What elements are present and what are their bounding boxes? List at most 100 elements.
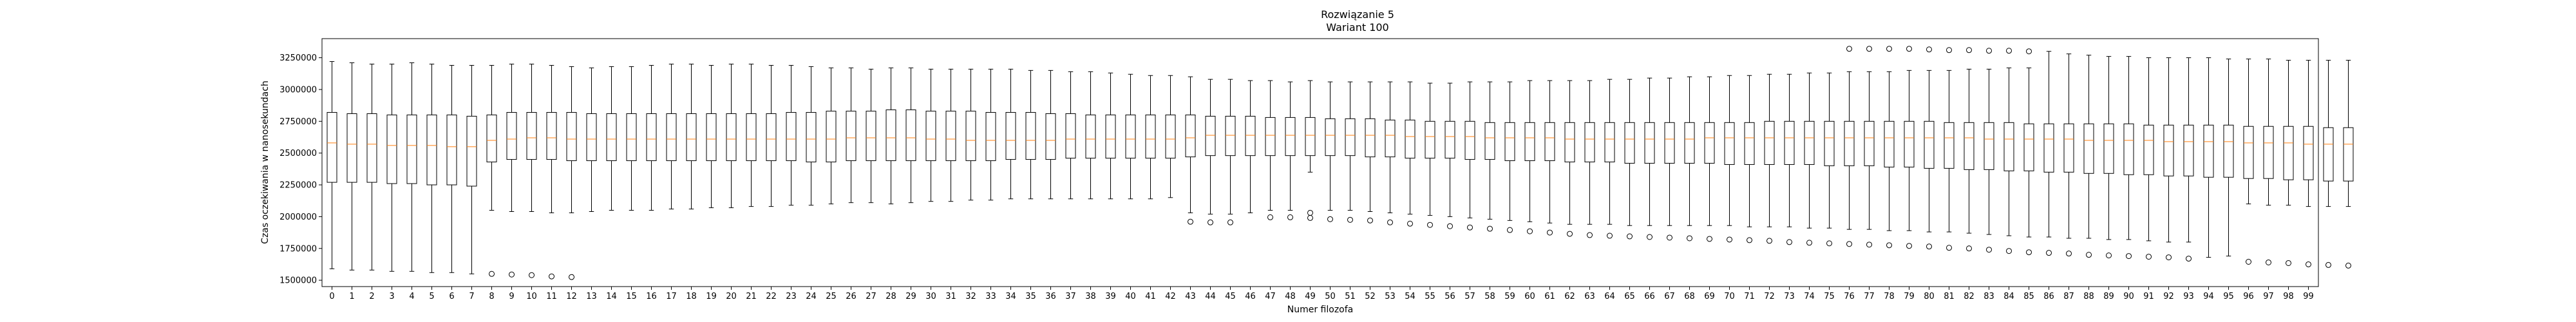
chart-subtitle: Wariant 100 <box>1326 21 1388 33</box>
box-90 <box>2123 56 2134 260</box>
box-iqr <box>965 111 976 162</box>
x-tick-label: 73 <box>1784 292 1795 301</box>
box-iqr <box>1045 113 1056 160</box>
x-tick-label: 0 <box>329 292 334 301</box>
box-62 <box>1564 80 1575 237</box>
box-iqr <box>2003 122 2014 171</box>
x-tick-label: 96 <box>2243 292 2254 301</box>
x-tick-label: 48 <box>1285 292 1296 301</box>
x-tick-label: 32 <box>965 292 976 301</box>
outlier-point <box>1387 219 1393 225</box>
x-tick-label: 76 <box>1844 292 1855 301</box>
box-52 <box>1365 81 1376 223</box>
box-92 <box>2163 57 2174 261</box>
box-47 <box>1265 80 1276 220</box>
box-80 <box>1924 46 1935 250</box>
x-tick-label: 16 <box>646 292 657 301</box>
boxes-group <box>327 46 2354 280</box>
outlier-point <box>1986 247 1992 253</box>
box-96 <box>2243 59 2254 265</box>
x-tick-label: 57 <box>1464 292 1475 301</box>
x-tick-label: 86 <box>2043 292 2054 301</box>
box-iqr <box>985 112 996 162</box>
outlier-point <box>1627 233 1633 240</box>
box-1 <box>346 62 357 270</box>
box-2 <box>366 63 377 270</box>
x-tick-label: 82 <box>1964 292 1975 301</box>
box-68 <box>1684 76 1695 242</box>
box-iqr <box>2163 124 2174 176</box>
x-tick-label: 39 <box>1105 292 1116 301</box>
outlier-point <box>1946 245 1952 251</box>
box-iqr <box>2143 124 2154 175</box>
box-iqr <box>2283 126 2294 180</box>
box-iqr <box>1165 114 1176 159</box>
box-7 <box>466 64 477 274</box>
y-tick-label: 3000000 <box>279 85 317 95</box>
box-57 <box>1464 81 1475 231</box>
outlier-point <box>1786 239 1792 245</box>
outlier-point <box>1747 237 1752 243</box>
box-iqr <box>1964 122 1975 170</box>
outlier-point <box>2325 261 2331 268</box>
x-tick-label: 36 <box>1045 292 1056 301</box>
x-tick-label: 42 <box>1165 292 1176 301</box>
box-69 <box>1704 76 1715 242</box>
x-tick-label: 22 <box>766 292 777 301</box>
y-tick-label: 2500000 <box>279 149 317 158</box>
x-tick-label: 87 <box>2063 292 2074 301</box>
box-iqr <box>1405 119 1416 159</box>
box-21 <box>746 63 757 207</box>
box-iqr <box>2183 124 2194 176</box>
box-97 <box>2263 59 2274 265</box>
box-iqr <box>426 114 437 185</box>
outlier-point <box>1707 236 1712 242</box>
box-iqr <box>346 113 357 183</box>
box-iqr <box>327 112 337 183</box>
x-tick-label: 26 <box>846 292 857 301</box>
box-44 <box>1205 79 1216 225</box>
box-undefined <box>2323 60 2334 268</box>
outlier-point <box>1866 46 1872 52</box>
y-tick-label: 3250000 <box>279 53 317 63</box>
box-70 <box>1724 75 1735 243</box>
box-51 <box>1345 81 1356 223</box>
box-iqr <box>1844 120 1855 166</box>
box-iqr <box>586 113 597 162</box>
outlier-point <box>2166 254 2172 261</box>
box-13 <box>586 67 597 213</box>
x-tick-label: 3 <box>389 292 394 301</box>
outlier-point <box>2006 248 2012 254</box>
x-tick-label: 68 <box>1684 292 1695 301</box>
x-tick-label: 9 <box>509 292 514 301</box>
box-iqr <box>1464 120 1475 160</box>
x-tick-label: 77 <box>1864 292 1875 301</box>
box-iqr <box>1325 118 1336 156</box>
box-iqr <box>1704 122 1715 164</box>
box-89 <box>2103 56 2114 259</box>
box-41 <box>1145 75 1156 200</box>
outlier-point <box>2006 48 2012 54</box>
box-4 <box>406 62 417 272</box>
box-iqr <box>1864 120 1875 166</box>
outlier-point <box>1507 227 1513 233</box>
box-iqr <box>566 112 577 162</box>
x-tick-label: 64 <box>1604 292 1615 301</box>
box-73 <box>1784 73 1795 245</box>
outlier-point <box>549 273 554 279</box>
box-iqr <box>1524 122 1535 162</box>
chart-title: Rozwiązanie 5 <box>1321 8 1394 21</box>
x-tick-label: 90 <box>2123 292 2134 301</box>
box-98 <box>2283 60 2294 266</box>
box-85 <box>2023 48 2034 256</box>
box-48 <box>1285 81 1296 220</box>
outlier-point <box>2306 261 2311 267</box>
outlier-point <box>1926 46 1932 53</box>
box-iqr <box>1444 120 1455 159</box>
box-17 <box>666 63 677 210</box>
outlier-point <box>2126 253 2132 260</box>
box-iqr <box>666 113 677 162</box>
x-tick-label: 75 <box>1824 292 1835 301</box>
outlier-point <box>1427 222 1433 228</box>
y-tick-label: 2000000 <box>279 213 317 222</box>
